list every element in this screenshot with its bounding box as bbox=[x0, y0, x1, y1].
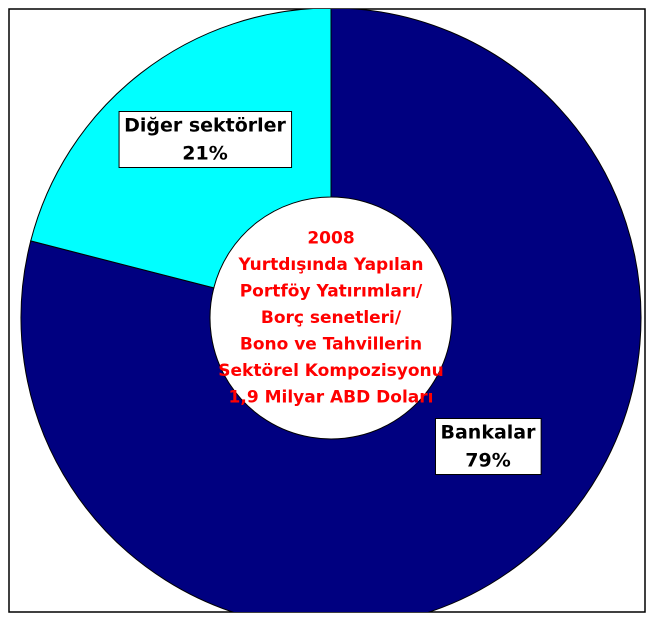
slice-label: Bankalar 79% bbox=[435, 418, 542, 475]
value-label: 21% bbox=[182, 143, 227, 165]
center-title: Portföy Yatırımları/ bbox=[240, 282, 423, 302]
category-label: Diğer sektörler bbox=[124, 115, 286, 137]
label-box bbox=[435, 418, 542, 475]
center-title: Yurtdışında Yapılan bbox=[238, 255, 424, 275]
label-box bbox=[118, 111, 293, 168]
center-title: Bono ve Tahvillerin bbox=[240, 335, 422, 355]
value-label: 79% bbox=[465, 450, 510, 472]
slice-label: Diğer sektörler 21% bbox=[118, 111, 293, 168]
center-title: 2008 bbox=[307, 229, 354, 249]
center-title: Borç senetleri/ bbox=[261, 308, 402, 328]
center-title: 1,9 Milyar ABD Doları bbox=[229, 388, 434, 408]
labels: Bankalar 79% Diğer sektörler 21% 2008 Yurtdış… bbox=[118, 111, 542, 475]
center-title: Sektörel Kompozisyonu bbox=[218, 361, 443, 381]
category-label: Bankalar bbox=[441, 422, 537, 444]
